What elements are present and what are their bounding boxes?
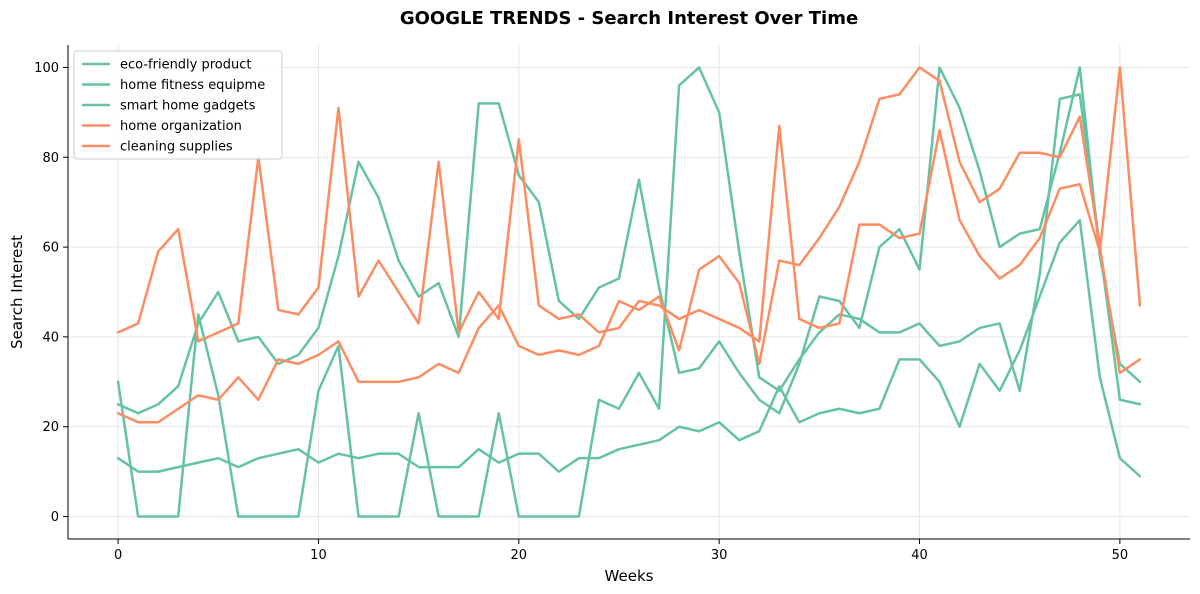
y-tick-label: 80 bbox=[42, 151, 59, 166]
y-tick-label: 0 bbox=[51, 510, 59, 525]
x-tick-label: 0 bbox=[114, 548, 122, 563]
series-line-1 bbox=[116, 66, 1142, 518]
legend-label: eco-friendly product bbox=[120, 58, 252, 73]
legend-label: smart home gadgets bbox=[120, 99, 256, 114]
x-tick-label: 40 bbox=[911, 548, 928, 563]
legend-label: cleaning supplies bbox=[120, 140, 233, 155]
x-tick-label: 10 bbox=[310, 548, 327, 563]
series-line-2 bbox=[116, 66, 1142, 415]
series-line-3 bbox=[116, 66, 1142, 424]
x-ticks: 0 10 20 30 40 50 bbox=[114, 539, 1128, 563]
y-tick-label: 20 bbox=[42, 420, 59, 435]
x-tick-label: 30 bbox=[711, 548, 728, 563]
legend-label: home organization bbox=[120, 119, 242, 134]
x-tick-label: 50 bbox=[1112, 548, 1129, 563]
y-tick-label: 40 bbox=[42, 330, 59, 345]
x-axis-label: Weeks bbox=[605, 567, 654, 585]
legend-label: home fitness equipme bbox=[120, 78, 265, 93]
y-tick-label: 100 bbox=[34, 61, 59, 76]
chart-title: GOOGLE TRENDS - Search Interest Over Tim… bbox=[400, 8, 858, 29]
y-tick-label: 60 bbox=[42, 241, 59, 256]
series-lines bbox=[116, 66, 1142, 518]
legend-box bbox=[73, 50, 283, 160]
y-ticks: 0 20 40 60 80 100 bbox=[34, 61, 68, 525]
legend: eco-friendly product home fitness equipme… bbox=[73, 50, 283, 160]
x-tick-label: 20 bbox=[511, 548, 528, 563]
y-axis-label: Search Interest bbox=[8, 235, 26, 349]
series-line-0 bbox=[116, 218, 1142, 478]
axes bbox=[67, 45, 1190, 540]
series-line-4 bbox=[116, 66, 1142, 343]
